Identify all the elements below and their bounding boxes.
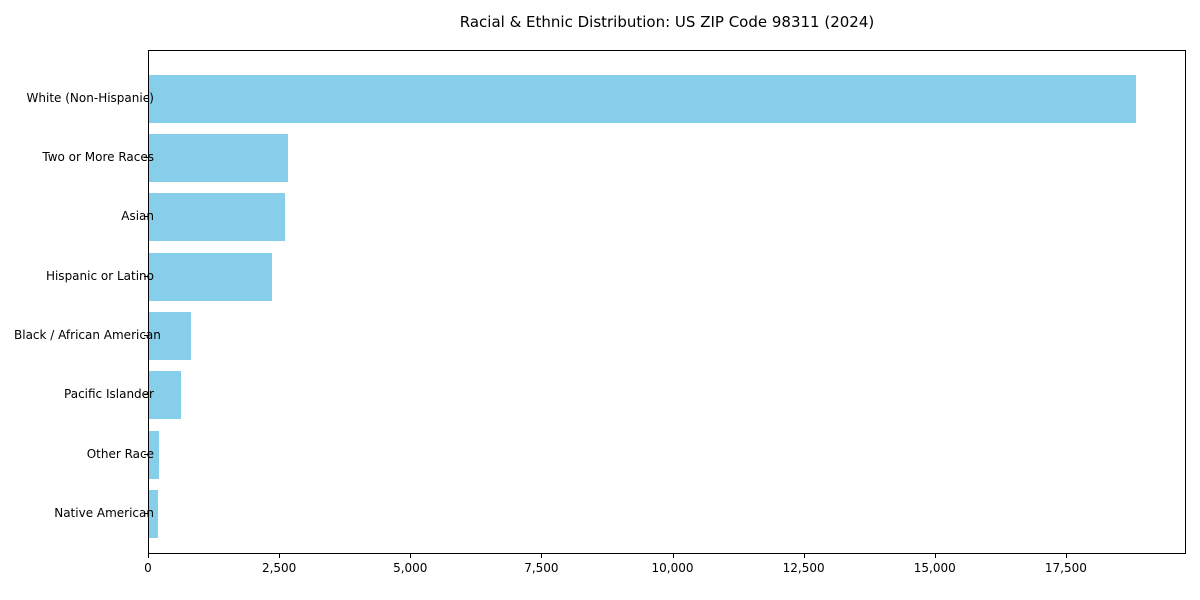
bar-pacific-islander: [149, 371, 181, 420]
x-tick-label: 7,500: [524, 561, 559, 575]
x-tick-mark: [410, 554, 412, 558]
x-tick-label: 10,000: [651, 561, 694, 575]
y-tick-mark: [144, 513, 148, 515]
y-tick-mark: [144, 453, 148, 455]
bar-hispanic-or-latino: [149, 252, 272, 301]
x-tick-mark: [803, 554, 805, 558]
x-tick-mark: [148, 554, 149, 558]
y-tick-label: Asian: [121, 209, 154, 224]
y-tick-mark: [144, 334, 148, 336]
y-tick-mark: [144, 216, 148, 218]
x-tick-label: 5,000: [393, 561, 428, 575]
plot-area: [148, 50, 1186, 554]
y-tick-mark: [144, 275, 148, 277]
x-tick-mark: [279, 554, 281, 558]
x-tick-label: 2,500: [261, 561, 297, 575]
bar-asian: [149, 193, 285, 242]
x-tick-mark: [934, 554, 936, 558]
x-tick-mark: [672, 554, 674, 558]
bar-native-american: [149, 490, 158, 539]
y-tick-mark: [144, 394, 148, 396]
y-tick-label: Hispanic or Latino: [45, 268, 154, 283]
bar-other-race: [149, 430, 159, 479]
y-tick-label: Native American: [54, 506, 154, 521]
y-tick-label: Two or More Races: [42, 149, 154, 164]
x-tick-label: 0: [144, 561, 152, 575]
x-tick-label: 15,000: [913, 561, 956, 575]
x-tick-label: 12,500: [782, 561, 825, 575]
x-tick-mark: [1065, 554, 1067, 558]
bar-black-african-american: [149, 311, 191, 360]
y-tick-mark: [144, 156, 148, 158]
y-tick-label: Black / African American: [14, 327, 161, 342]
chart-title: Racial & Ethnic Distribution: US ZIP Cod…: [459, 13, 875, 31]
y-tick-label: White (Non-Hispanic): [26, 90, 154, 105]
x-tick-mark: [541, 554, 543, 558]
y-tick-label: Pacific Islander: [64, 387, 154, 402]
bar-white-non-hispanic: [149, 74, 1136, 123]
y-tick-mark: [144, 97, 148, 99]
bar-two-or-more-races: [149, 133, 288, 182]
x-tick-label: 17,500: [1044, 561, 1087, 575]
y-tick-label: Other Race: [86, 446, 154, 461]
